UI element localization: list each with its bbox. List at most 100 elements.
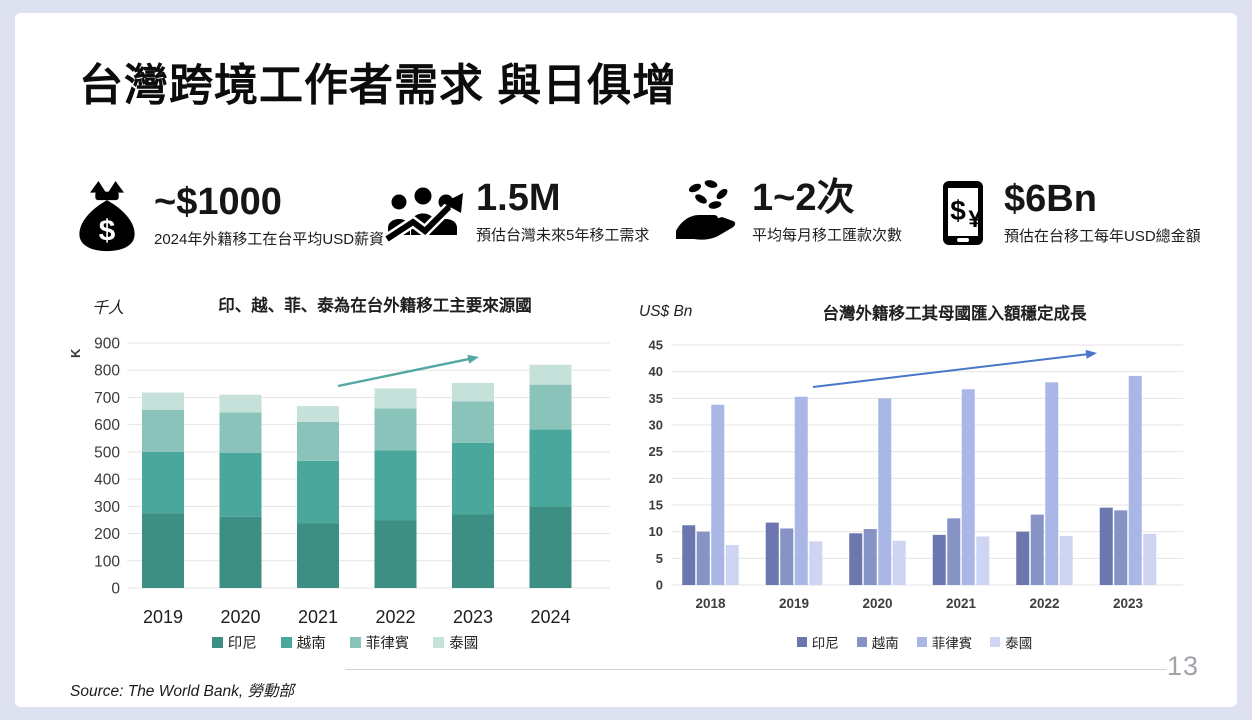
y-axis-label: K: [70, 348, 83, 358]
bar-segment-菲律賓: [297, 421, 339, 461]
y-tick-label: 5: [656, 551, 663, 566]
source-note: Source: The World Bank, 勞動部: [70, 683, 294, 700]
x-tick-label: 2022: [1029, 596, 1059, 611]
page-number: 13: [1167, 651, 1200, 681]
legend-swatch: [796, 637, 807, 647]
y-tick-label: 700: [94, 390, 120, 407]
y-tick-label: 500: [94, 444, 120, 461]
bar-菲律賓: [878, 398, 892, 585]
legend-swatch: [349, 637, 361, 648]
bar-segment-泰國: [219, 394, 262, 413]
legend-swatch: [280, 637, 292, 648]
stat-caption: 平均每月移工匯款次數: [752, 226, 903, 244]
legend-label: 菲律賓: [931, 636, 973, 651]
y-tick-label: 800: [94, 363, 120, 380]
bar-segment-菲律賓: [142, 409, 184, 452]
bar-segment-菲律賓: [529, 384, 572, 430]
bar-segment-菲律賓: [452, 401, 494, 443]
grouped-bar-chart-remittance: 0 5 10 15 20 25 30 35 40 45 2018 2019 2020 2021 2022 20…: [627, 296, 1202, 666]
x-tick-label: 2021: [298, 607, 338, 627]
legend-swatch: [990, 637, 1001, 647]
bar-泰國: [809, 541, 823, 585]
x-tick-label: 2019: [779, 596, 809, 611]
bar-印尼: [1099, 507, 1113, 585]
x-tick-label: 2020: [220, 607, 260, 627]
legend-item: 越南: [280, 632, 326, 653]
bar-菲律賓: [711, 404, 725, 585]
svg-text:¥: ¥: [968, 206, 982, 233]
legend-swatch: [211, 637, 223, 648]
stat-caption: 2024年外籍移工在台平均USD薪資: [154, 230, 385, 248]
bar-segment-泰國: [529, 364, 572, 385]
x-tick-label: 2018: [695, 596, 726, 611]
y-axis-unit-label: US$ Bn: [639, 303, 693, 320]
bar-印尼: [1016, 531, 1030, 585]
y-tick-label: 45: [649, 338, 663, 353]
legend-label: 泰國: [1005, 636, 1033, 651]
grouped-bar-chart-canvas: 0 5 10 15 20 25 30 35 40 45 2018 2019 2020 2021 2022 20…: [649, 338, 1183, 611]
bar-segment-泰國: [374, 388, 417, 409]
stat-item-avg-salary: $ ~$1000 2024年外籍移工在台平均USD薪資: [73, 179, 384, 253]
bar-segment-越南: [297, 460, 339, 524]
x-tick-label: 2022: [375, 607, 415, 627]
legend-label: 越南: [296, 636, 326, 652]
bar-泰國: [892, 540, 906, 585]
money-bag-icon: $: [79, 180, 135, 252]
bar-segment-越南: [452, 442, 494, 515]
bar-segment-菲律賓: [374, 408, 417, 451]
y-tick-label: 35: [649, 391, 663, 406]
bar-泰國: [1059, 535, 1073, 585]
svg-text:$: $: [950, 195, 966, 226]
bar-segment-泰國: [142, 392, 184, 410]
stat-value: $6Bn: [1004, 178, 1097, 221]
x-tick-label: 2023: [453, 607, 493, 627]
legend-item: 越南: [856, 632, 899, 652]
x-tick-label: 2023: [1113, 596, 1144, 611]
bar-越南: [780, 528, 794, 585]
bar-印尼: [765, 522, 779, 585]
x-tick-label: 2019: [143, 607, 183, 627]
legend-item: 菲律賓: [916, 632, 973, 652]
stat-value: ~$1000: [154, 181, 282, 224]
legend-item: 菲律賓: [349, 632, 410, 653]
legend-label: 菲律賓: [365, 636, 410, 652]
bar-segment-印尼: [374, 520, 417, 588]
bar-segment-泰國: [297, 406, 339, 422]
stat-caption: 預估在台移工每年USD總金額: [1004, 227, 1201, 245]
phone-currency-icon: $ ¥: [943, 181, 983, 245]
trend-arrow-head: [467, 354, 479, 364]
bar-segment-菲律賓: [219, 412, 262, 453]
trend-arrow: [812, 352, 1090, 388]
bar-印尼: [849, 533, 863, 585]
y-tick-label: 900: [94, 336, 120, 353]
chart-legend: 印尼 越南 菲律賓 泰國: [70, 632, 620, 653]
legend-swatch: [856, 637, 867, 647]
stacked-bar-chart-canvas: 0 100 200 300 400 500 600 700 800 900 K 2019 2020 202…: [70, 336, 610, 627]
chart-title: 台灣外籍移工其母國匯入額穩定成長: [822, 305, 1087, 323]
bar-菲律賓: [961, 389, 975, 585]
y-tick-label: 25: [649, 444, 663, 459]
slide-card: 台灣跨境工作者需求 與日俱增 $ ~$1000 2024年外籍移工在台平均USD…: [15, 13, 1237, 707]
bar-泰國: [976, 536, 990, 585]
x-tick-label: 2020: [862, 596, 892, 611]
legend-label: 越南: [871, 636, 899, 651]
stat-value: 1~2次: [752, 177, 855, 220]
y-tick-label: 15: [649, 498, 663, 513]
bar-segment-越南: [219, 452, 262, 517]
bar-segment-印尼: [529, 506, 572, 588]
bar-越南: [947, 518, 961, 585]
y-tick-label: 40: [649, 364, 663, 379]
y-tick-label: 10: [649, 524, 663, 539]
trend-arrow: [337, 357, 472, 388]
x-tick-label: 2024: [530, 607, 570, 627]
x-tick-label: 2021: [946, 596, 977, 611]
bar-segment-越南: [529, 429, 572, 507]
bar-segment-印尼: [142, 513, 184, 588]
legend-label: 泰國: [449, 636, 479, 652]
legend-swatch: [433, 637, 445, 648]
chart-title: 印、越、菲、泰為在台外籍移工主要來源國: [218, 297, 532, 315]
bar-越南: [1114, 510, 1128, 585]
bar-越南: [1030, 514, 1044, 585]
bar-菲律賓: [1045, 382, 1059, 585]
